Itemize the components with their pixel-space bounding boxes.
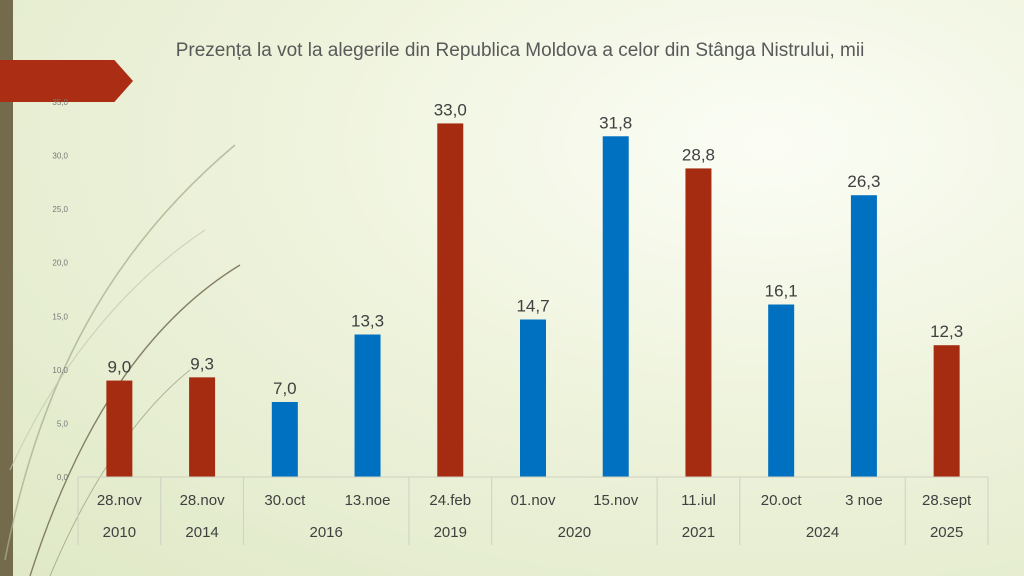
x-year-label: 2019	[434, 524, 467, 541]
bar	[189, 377, 216, 477]
bar-value-label: 12,3	[930, 322, 963, 341]
x-year-label: 2025	[930, 524, 963, 541]
x-year-label: 2014	[185, 524, 218, 541]
x-category-label: 30.oct	[264, 492, 306, 509]
x-category-label: 11.iul	[681, 492, 716, 509]
x-category-label: 20.oct	[761, 492, 803, 509]
x-category-label: 01.nov	[510, 492, 556, 509]
bar	[271, 402, 298, 477]
x-year-label: 2021	[682, 524, 715, 541]
y-tick-label: 10,0	[52, 366, 68, 375]
bar	[685, 168, 712, 477]
x-category-label: 28.sept	[922, 492, 972, 509]
x-year-label: 2010	[103, 524, 136, 541]
x-category-label: 3 noe	[845, 492, 883, 509]
bar	[354, 334, 381, 477]
bar	[602, 136, 629, 478]
y-tick-label: 5,0	[57, 419, 69, 428]
y-tick-label: 30,0	[52, 152, 68, 161]
bar-value-label: 16,1	[765, 282, 798, 301]
x-category-label: 28.nov	[180, 492, 226, 509]
bar	[850, 195, 877, 477]
x-category-label: 13.noe	[345, 492, 391, 509]
bar	[768, 304, 795, 477]
x-year-label: 2016	[309, 524, 342, 541]
y-tick-label: 25,0	[52, 205, 68, 214]
bar-value-label: 13,3	[351, 312, 384, 331]
y-tick-label: 35,0	[52, 98, 68, 107]
y-tick-label: 15,0	[52, 312, 68, 321]
y-tick-label: 0,0	[57, 473, 69, 482]
bar	[520, 319, 546, 477]
bar	[933, 345, 960, 477]
bar-value-label: 7,0	[273, 379, 297, 398]
bar-value-label: 33,0	[434, 100, 467, 119]
bar	[437, 123, 464, 477]
bar-value-label: 26,3	[847, 172, 880, 191]
bar-value-label: 9,0	[108, 358, 132, 377]
bar-value-label: 9,3	[190, 354, 214, 373]
x-category-label: 15.nov	[593, 492, 639, 509]
bar-value-label: 14,7	[516, 297, 549, 316]
x-category-label: 24.feb	[429, 492, 471, 509]
x-category-label: 28.nov	[97, 492, 143, 509]
chart-title: Prezența la vot la alegerile din Republi…	[175, 40, 865, 61]
bar-value-label: 31,8	[599, 113, 632, 132]
red-arrow-banner	[0, 60, 133, 102]
x-year-label: 2024	[806, 524, 839, 541]
x-year-label: 2020	[558, 524, 591, 541]
bar-value-label: 28,8	[682, 145, 715, 164]
bar	[106, 380, 133, 477]
y-tick-label: 20,0	[52, 259, 68, 268]
